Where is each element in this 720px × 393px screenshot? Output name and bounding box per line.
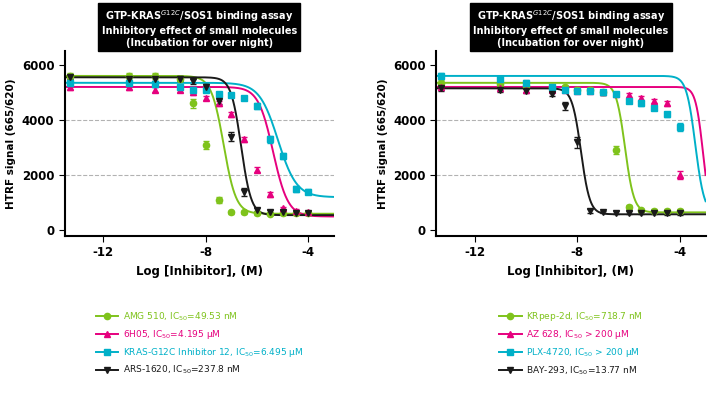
Legend: KRpep-2d, IC$_{50}$=718.7 nM, AZ 628, IC$_{50}$ > 200 μM, PLX-4720, IC$_{50}$ > : KRpep-2d, IC$_{50}$=718.7 nM, AZ 628, IC… bbox=[495, 307, 647, 380]
Y-axis label: HTRF signal (665/620): HTRF signal (665/620) bbox=[378, 78, 388, 209]
Y-axis label: HTRF signal (665/620): HTRF signal (665/620) bbox=[6, 78, 17, 209]
Legend: AMG 510, IC$_{50}$=49.53 nM, 6H05, IC$_{50}$=4.195 μM, KRAS-G12C Inhibitor 12, I: AMG 510, IC$_{50}$=49.53 nM, 6H05, IC$_{… bbox=[92, 307, 307, 380]
Title: GTP-KRAS$^{G12C}$/SOS1 binding assay
Inhibitory effect of small molecules
(Incub: GTP-KRAS$^{G12C}$/SOS1 binding assay Inh… bbox=[473, 9, 669, 48]
Title: GTP-KRAS$^{G12C}$/SOS1 binding assay
Inhibitory effect of small molecules
(Incub: GTP-KRAS$^{G12C}$/SOS1 binding assay Inh… bbox=[102, 9, 297, 48]
X-axis label: Log [Inhibitor], (M): Log [Inhibitor], (M) bbox=[508, 265, 634, 278]
X-axis label: Log [Inhibitor], (M): Log [Inhibitor], (M) bbox=[136, 265, 263, 278]
